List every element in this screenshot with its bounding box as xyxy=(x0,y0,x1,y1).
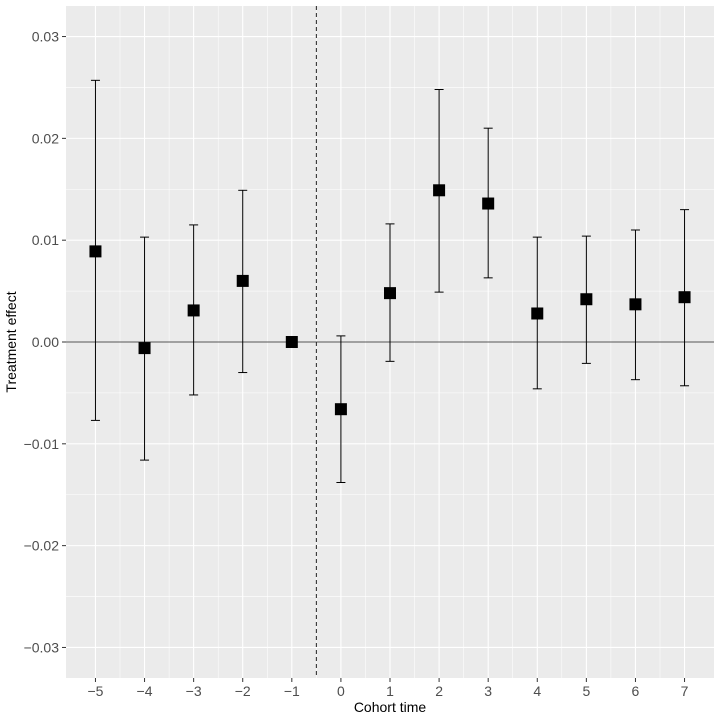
x-tick-label: −2 xyxy=(235,683,251,699)
y-axis-ticks: −0.03 −0.02 −0.01 0.00 0.01 0.02 0.03 xyxy=(24,29,66,655)
y-axis-title: Treatment effect xyxy=(3,291,19,392)
x-tick-label: −1 xyxy=(284,683,300,699)
x-tick-label: 2 xyxy=(435,683,443,699)
y-tick-label: 0.01 xyxy=(32,232,59,248)
data-point xyxy=(531,307,544,320)
data-point xyxy=(285,336,298,348)
data-point xyxy=(334,403,347,416)
y-tick-label: −0.02 xyxy=(24,538,60,554)
y-tick-label: 0.03 xyxy=(32,29,59,45)
x-tick-label: −5 xyxy=(87,683,103,699)
x-tick-label: 0 xyxy=(337,683,345,699)
x-tick-label: 5 xyxy=(582,683,590,699)
y-tick-label: −0.03 xyxy=(24,639,60,655)
data-points xyxy=(89,184,691,416)
data-point xyxy=(433,184,446,197)
data-point xyxy=(384,287,396,300)
data-point xyxy=(482,197,495,210)
x-tick-label: 3 xyxy=(484,683,492,699)
data-point xyxy=(580,293,593,306)
data-point xyxy=(236,274,249,287)
x-tick-label: 1 xyxy=(386,683,394,699)
data-point xyxy=(678,291,691,304)
y-tick-label: 0.00 xyxy=(32,334,59,350)
y-tick-label: 0.02 xyxy=(32,130,59,146)
x-tick-label: 6 xyxy=(632,683,640,699)
data-point xyxy=(89,245,102,258)
data-point xyxy=(629,298,642,311)
y-tick-label: −0.01 xyxy=(24,436,60,452)
x-axis-ticks: −5 −4 −3 −2 −1 0 1 2 3 4 5 6 7 xyxy=(87,678,689,699)
data-point xyxy=(187,304,200,317)
x-tick-label: −3 xyxy=(186,683,202,699)
data-point xyxy=(138,342,151,355)
x-tick-label: 7 xyxy=(681,683,689,699)
x-tick-label: 4 xyxy=(533,683,541,699)
x-tick-label: −4 xyxy=(137,683,153,699)
x-axis-title: Cohort time xyxy=(354,699,427,715)
